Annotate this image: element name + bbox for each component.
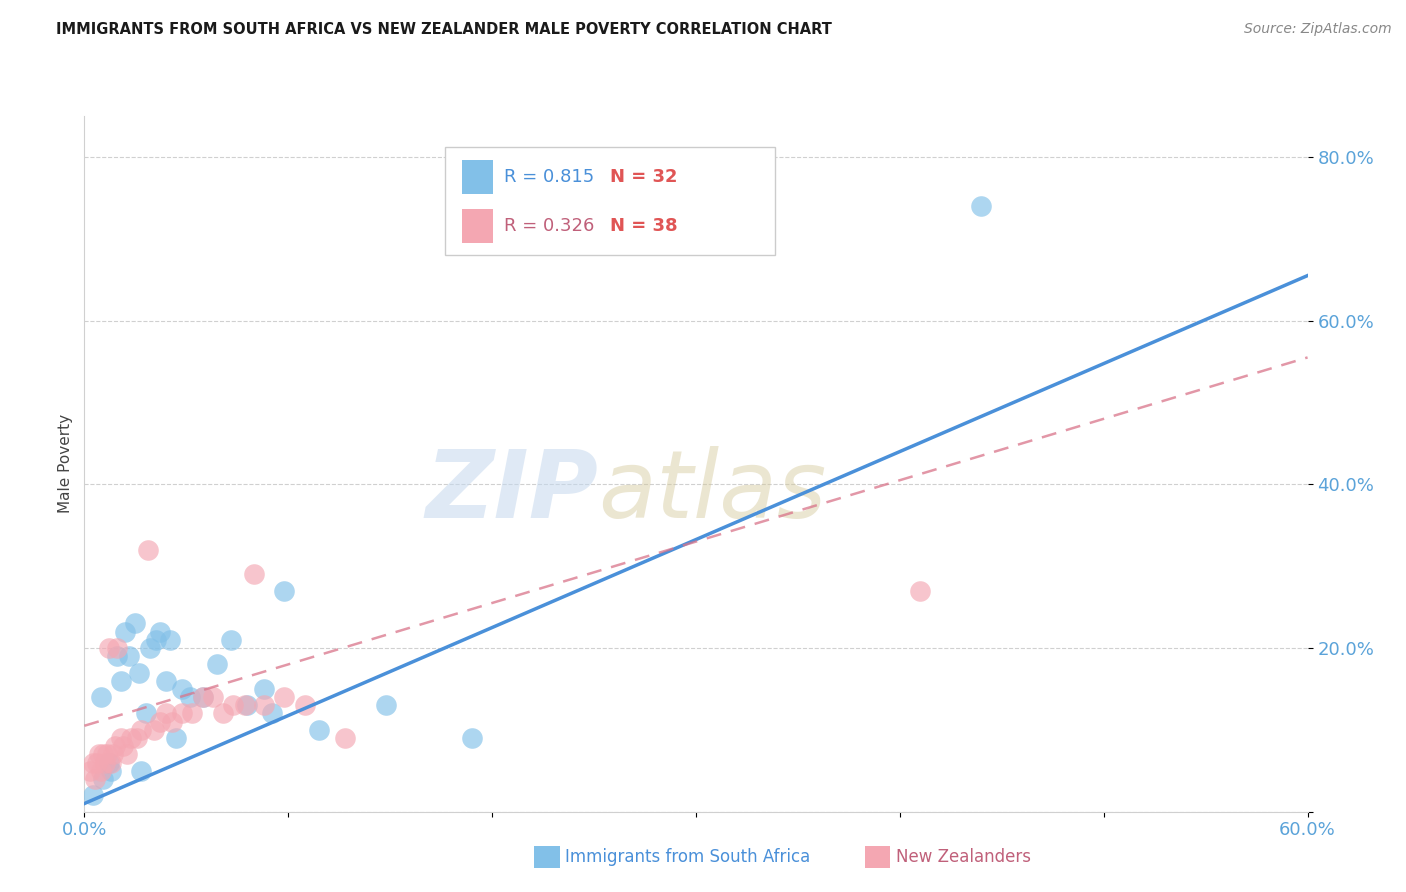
Point: [159, 632, 181, 647]
Text: ZIP: ZIP: [425, 446, 598, 538]
Point: [115, 747, 138, 762]
Point: [273, 690, 295, 705]
Point: [101, 747, 124, 762]
Point: [235, 698, 257, 713]
Point: [104, 739, 127, 754]
Point: [253, 698, 276, 713]
Point: [90, 764, 112, 778]
Point: [131, 723, 153, 737]
Point: [136, 542, 159, 557]
Text: Source: ZipAtlas.com: Source: ZipAtlas.com: [1244, 22, 1392, 37]
Point: [120, 731, 142, 745]
Text: New Zealanders: New Zealanders: [896, 848, 1031, 866]
Point: [93, 756, 115, 770]
Point: [110, 673, 132, 688]
Point: [114, 624, 136, 639]
Point: [205, 657, 228, 672]
Point: [86, 756, 108, 770]
Point: [79, 764, 101, 778]
Point: [181, 706, 204, 721]
Point: [138, 640, 160, 655]
Point: [970, 199, 993, 213]
Point: [212, 706, 235, 721]
Point: [236, 698, 259, 713]
Point: [461, 731, 484, 745]
Point: [82, 756, 104, 770]
Text: N = 32: N = 32: [610, 168, 678, 186]
Text: R = 0.815: R = 0.815: [505, 168, 595, 186]
Point: [222, 698, 245, 713]
Point: [142, 723, 165, 737]
Point: [128, 665, 150, 680]
Point: [294, 698, 316, 713]
Point: [87, 747, 110, 762]
Point: [172, 681, 194, 696]
Point: [124, 616, 146, 631]
Point: [131, 764, 153, 778]
Text: N = 38: N = 38: [610, 217, 678, 235]
Point: [91, 772, 114, 786]
Point: [219, 632, 242, 647]
Point: [908, 583, 931, 598]
Text: R = 0.326: R = 0.326: [505, 217, 595, 235]
Point: [91, 747, 114, 762]
Point: [105, 649, 128, 664]
Point: [118, 649, 141, 664]
Point: [97, 640, 120, 655]
Point: [96, 747, 118, 762]
Point: [201, 690, 224, 705]
Point: [110, 731, 132, 745]
Text: IMMIGRANTS FROM SOUTH AFRICA VS NEW ZEALANDER MALE POVERTY CORRELATION CHART: IMMIGRANTS FROM SOUTH AFRICA VS NEW ZEAL…: [56, 22, 832, 37]
Point: [335, 731, 357, 745]
Point: [375, 698, 398, 713]
Y-axis label: Male Poverty: Male Poverty: [58, 414, 73, 514]
Point: [83, 772, 105, 786]
Point: [127, 731, 149, 745]
Point: [90, 690, 112, 705]
Point: [105, 640, 128, 655]
Point: [135, 706, 157, 721]
Point: [100, 764, 122, 778]
Point: [145, 632, 167, 647]
Point: [260, 706, 283, 721]
Point: [191, 690, 214, 705]
Text: Immigrants from South Africa: Immigrants from South Africa: [565, 848, 810, 866]
Point: [160, 714, 183, 729]
Point: [253, 681, 276, 696]
Point: [172, 706, 194, 721]
Point: [97, 756, 120, 770]
Point: [155, 673, 177, 688]
Point: [100, 756, 122, 770]
Point: [155, 706, 177, 721]
Point: [179, 690, 201, 705]
Point: [242, 567, 264, 582]
Point: [273, 583, 295, 598]
Point: [82, 789, 104, 803]
Point: [149, 714, 172, 729]
Point: [112, 739, 135, 754]
Point: [165, 731, 187, 745]
Point: [149, 624, 172, 639]
Point: [308, 723, 330, 737]
Point: [191, 690, 214, 705]
Text: atlas: atlas: [598, 446, 827, 537]
